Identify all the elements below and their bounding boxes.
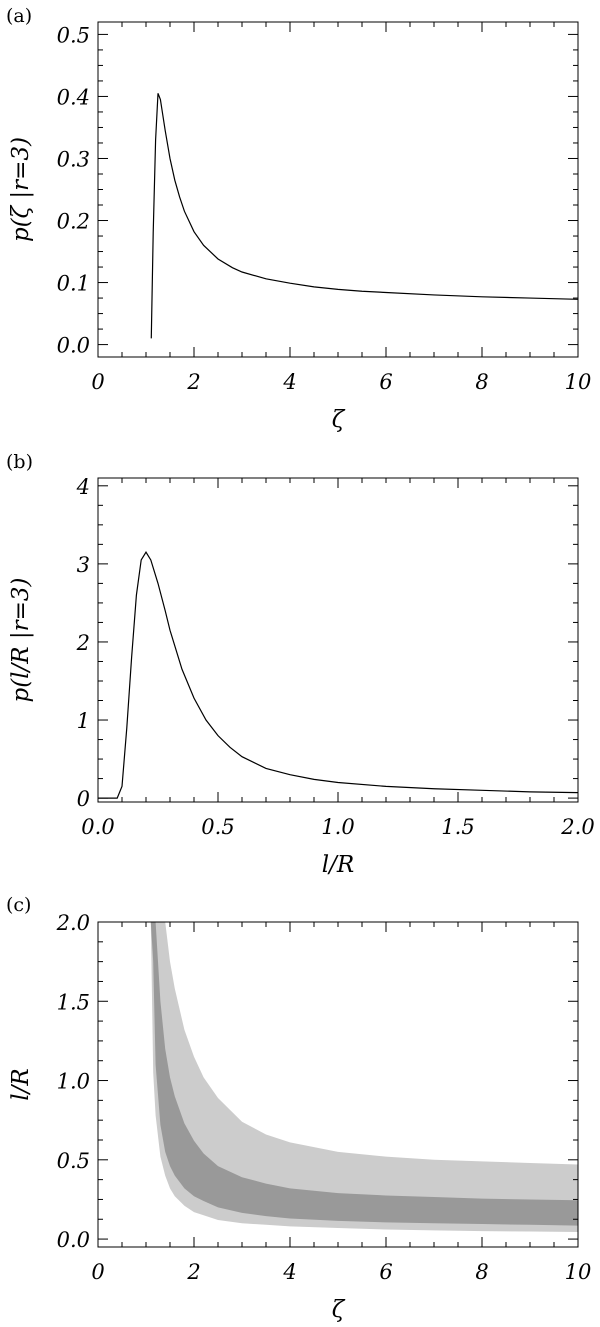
x-tick-label: 10 [565,370,592,394]
x-axis-label: ζ [332,407,346,433]
y-tick-label: 2.0 [56,911,90,935]
x-tick-label: 1.5 [441,815,474,839]
x-tick-label: 6 [379,370,392,394]
x-tick-label: 2 [186,1260,200,1284]
x-tick-label: 2.0 [560,815,594,839]
y-tick-label: 0.5 [57,1149,90,1173]
x-tick-label: 8 [475,1260,488,1284]
series-line-1 [150,93,579,339]
plot-frame [97,21,579,358]
x-tick-label: 0.0 [81,815,114,839]
y-axis-label: p(l/R |r=3) [8,577,34,702]
x-tick-label: 10 [565,1260,592,1284]
plot-frame [97,477,579,803]
y-tick-label: 1.0 [57,1070,90,1094]
y-tick-label: 0.1 [57,272,90,296]
x-tick-label: 4 [282,1260,296,1284]
y-tick-label: 0.0 [57,334,90,358]
x-tick-label: 0.5 [201,815,234,839]
y-tick-label: 3 [77,553,90,577]
band-2 [150,922,579,1226]
panel-c: 0 2 4 6 8 10 0.0 0.5 1.0 1.5 2.0 ζ l/R (c) [6,894,591,1323]
y-axis-label: l/R [8,1068,34,1100]
x-tick-label: 2 [186,370,200,394]
y-tick-label: 0.2 [57,210,90,234]
series-line-1 [98,551,579,799]
x-tick-label: 4 [282,370,296,394]
y-tick-label: 2 [76,631,90,655]
y-tick-label: 1.5 [57,990,90,1014]
x-axis-label: ζ [332,1297,346,1323]
y-tick-label: 0.4 [57,85,90,109]
x-tick-label: 6 [379,1260,392,1284]
x-tick-label: 8 [475,370,488,394]
x-tick-label: 1.0 [321,815,354,839]
panel-b: 0.0 0.5 1.0 1.5 2.0 0 1 2 3 4 l/R p(l/R |r=3) (b) [6,451,595,878]
y-tick-label: 0 [77,787,90,811]
y-tick-label: 0.0 [57,1228,90,1252]
x-axis-label: l/R [322,852,354,878]
y-tick-label: 0.3 [57,147,90,171]
band-1 [150,922,579,1232]
panel-tag: (c) [6,894,31,916]
x-tick-label: 0 [91,370,104,394]
y-tick-label: 0.5 [57,23,90,47]
x-tick-label: 0 [91,1260,104,1284]
panel-a: 0 2 4 6 8 10 0.0 0.1 0.2 0.3 0.4 0.5 ζ p(ζ |r=3) (a) [6,5,591,433]
y-axis-label: p(ζ |r=3) [8,137,34,242]
panel-tag: (a) [6,5,32,27]
panel-tag: (b) [6,451,33,473]
y-tick-label: 4 [76,475,90,499]
y-tick-label: 1 [77,709,90,733]
